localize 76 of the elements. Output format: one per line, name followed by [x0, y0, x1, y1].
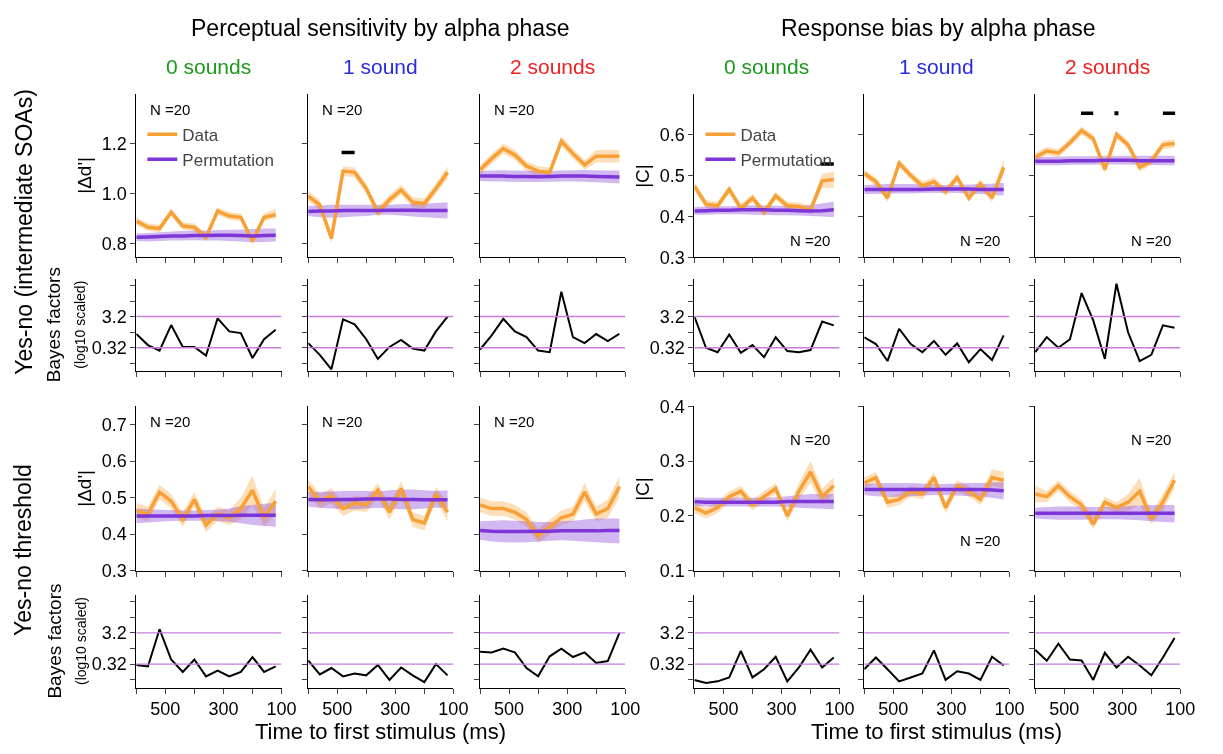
chart-title: 2 sounds [510, 55, 596, 78]
x-tick-label: 500 [150, 699, 181, 720]
chart-title: 0 sounds [724, 55, 810, 78]
x-tick-label: 100 [610, 699, 641, 720]
legend-label: Data [740, 125, 777, 145]
y-tick-label: 0.4 [659, 206, 685, 227]
y-tick-label: 3.2 [101, 306, 127, 327]
chart-title: 1 sound [899, 55, 974, 78]
y-tick-label: 3.2 [659, 306, 685, 327]
y-tick-label: 0.7 [101, 414, 127, 435]
text: Response bias by alpha phase [781, 15, 1096, 41]
legend-label: Permutation [740, 150, 833, 170]
annotation: N =20 [1131, 232, 1172, 249]
y-tick-label: 0.3 [659, 451, 685, 472]
y-tick-label: 3.2 [659, 623, 685, 644]
x-tick-label: 500 [878, 699, 909, 720]
y-tick-label: 0.32 [649, 338, 685, 359]
y-tick-label: 0.6 [101, 451, 127, 472]
annotation: N =20 [494, 101, 535, 118]
legend-label: Data [182, 125, 219, 145]
y-tick-label: 0.2 [659, 506, 685, 527]
y-tick-label: 3.2 [101, 623, 127, 644]
x-tick-label: 500 [322, 699, 353, 720]
text: Perceptual sensitivity by alpha phase [191, 15, 570, 41]
x-tick-label: 300 [1107, 699, 1138, 720]
x-tick-label: 300 [552, 699, 583, 720]
y-axis-title: |Δd'| [73, 470, 95, 507]
annotation: N =20 [790, 232, 831, 249]
annotation: N =20 [960, 232, 1001, 249]
y-tick-label: 0.32 [91, 338, 127, 359]
y-tick-label: 0.6 [659, 124, 685, 145]
x-tick-label: 300 [936, 699, 967, 720]
x-tick-label: 100 [824, 699, 855, 720]
y-tick-label: 0.32 [649, 654, 685, 675]
y-axis-title: Bayes factors (log10 scaled) [43, 267, 89, 383]
y-tick-label: 1.2 [101, 133, 127, 154]
y-axis-title: |C| [631, 164, 653, 188]
x-tick-label: 100 [1165, 699, 1196, 720]
y-tick-label: 0.5 [101, 487, 127, 508]
chart-title: 1 sound [343, 55, 418, 78]
y-tick-label: 0.4 [101, 524, 127, 545]
y-tick-label: 0.3 [101, 561, 127, 582]
y-tick-label: 0.3 [659, 247, 685, 268]
x-axis-title: Time to first stimulus (ms) [811, 719, 1062, 744]
y-axis-title: |C| [631, 477, 653, 501]
annotation: N =20 [1131, 431, 1172, 448]
x-tick-label: 100 [266, 699, 297, 720]
chart-title: 0 sounds [166, 55, 252, 78]
y-tick-label: 0.1 [659, 561, 685, 582]
y-axis-title: Bayes factors (log10 scaled) [44, 583, 89, 699]
legend-label: Permutation [182, 150, 275, 170]
text: Yes-no threshold [10, 464, 37, 636]
chart-title: 2 sounds [1065, 55, 1151, 78]
annotation: N =20 [322, 413, 363, 430]
y-tick-label: 0.5 [659, 165, 685, 186]
x-tick-label: 500 [708, 699, 739, 720]
y-axis-title: |Δd'| [73, 157, 95, 194]
x-tick-label: 500 [494, 699, 525, 720]
annotation: N =20 [494, 413, 535, 430]
y-tick-label: 0.32 [91, 654, 127, 675]
annotation: N =20 [150, 413, 191, 430]
annotation: N =20 [960, 532, 1001, 549]
x-tick-label: 100 [994, 699, 1025, 720]
y-tick-label: 1.0 [101, 183, 127, 204]
x-tick-label: 300 [208, 699, 239, 720]
x-tick-label: 100 [438, 699, 469, 720]
x-tick-label: 300 [766, 699, 797, 720]
annotation: N =20 [790, 431, 831, 448]
y-tick-label: 0.4 [659, 396, 685, 417]
y-tick-label: 0.8 [101, 233, 127, 254]
x-tick-label: 500 [1049, 699, 1080, 720]
annotation: N =20 [322, 101, 363, 118]
x-tick-label: 300 [380, 699, 411, 720]
text: Yes-no (intermediate SOAs) [10, 89, 37, 375]
x-axis-title: Time to first stimulus (ms) [255, 719, 506, 744]
annotation: N =20 [150, 101, 191, 118]
